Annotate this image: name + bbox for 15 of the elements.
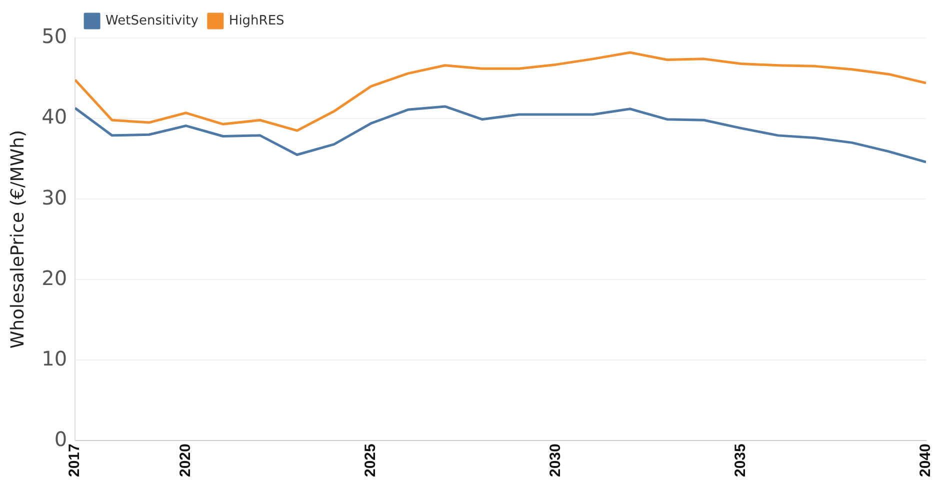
y-tick-label: 20 — [42, 266, 68, 290]
x-tick-label: 2030 — [547, 444, 564, 478]
y-tick-label: 10 — [42, 346, 68, 370]
x-tick-label: 2017 — [66, 444, 84, 478]
y-tick-label: 0 — [54, 426, 68, 451]
legend-label: HighRES — [228, 13, 284, 28]
y-tick-label: 50 — [42, 24, 68, 48]
x-tick-label: 2035 — [732, 444, 750, 478]
y-axis-title: WholesalePrice (€/MWh) — [7, 130, 28, 349]
x-tick-label: 2040 — [917, 444, 934, 478]
x-tick-label: 2020 — [177, 444, 194, 478]
y-tick-label: 40 — [42, 104, 68, 129]
legend-label: WetSensitivity — [106, 13, 199, 28]
y-tick-label: 30 — [42, 185, 68, 210]
x-tick-label: 2025 — [362, 444, 380, 478]
